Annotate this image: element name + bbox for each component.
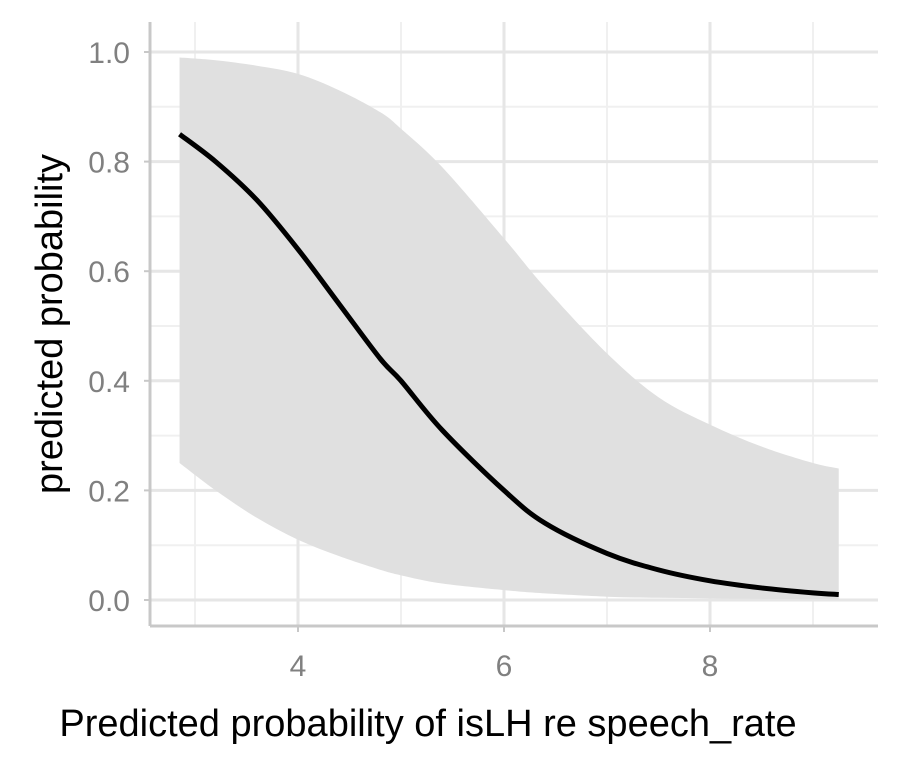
y-tick-label: 0.6 xyxy=(88,256,130,289)
y-tick-label: 0.4 xyxy=(88,366,130,399)
confidence-ribbon xyxy=(179,57,839,600)
x-tick-label: 6 xyxy=(496,650,513,683)
x-axis-title: Predicted probability of isLH re speech_… xyxy=(59,703,796,745)
y-tick-label: 0.2 xyxy=(88,475,130,508)
x-tick-label: 4 xyxy=(290,650,307,683)
y-tick-label: 1.0 xyxy=(88,37,130,70)
y-tick-label: 0.0 xyxy=(88,585,130,618)
x-axis-ticks: 4 6 8 xyxy=(290,626,719,683)
y-axis-title: predicted probability xyxy=(29,154,71,494)
x-tick-label: 8 xyxy=(702,650,719,683)
y-axis-ticks: 0.0 0.2 0.4 0.6 0.8 1.0 xyxy=(88,37,150,618)
y-tick-label: 0.8 xyxy=(88,147,130,180)
prediction-line xyxy=(178,132,839,598)
